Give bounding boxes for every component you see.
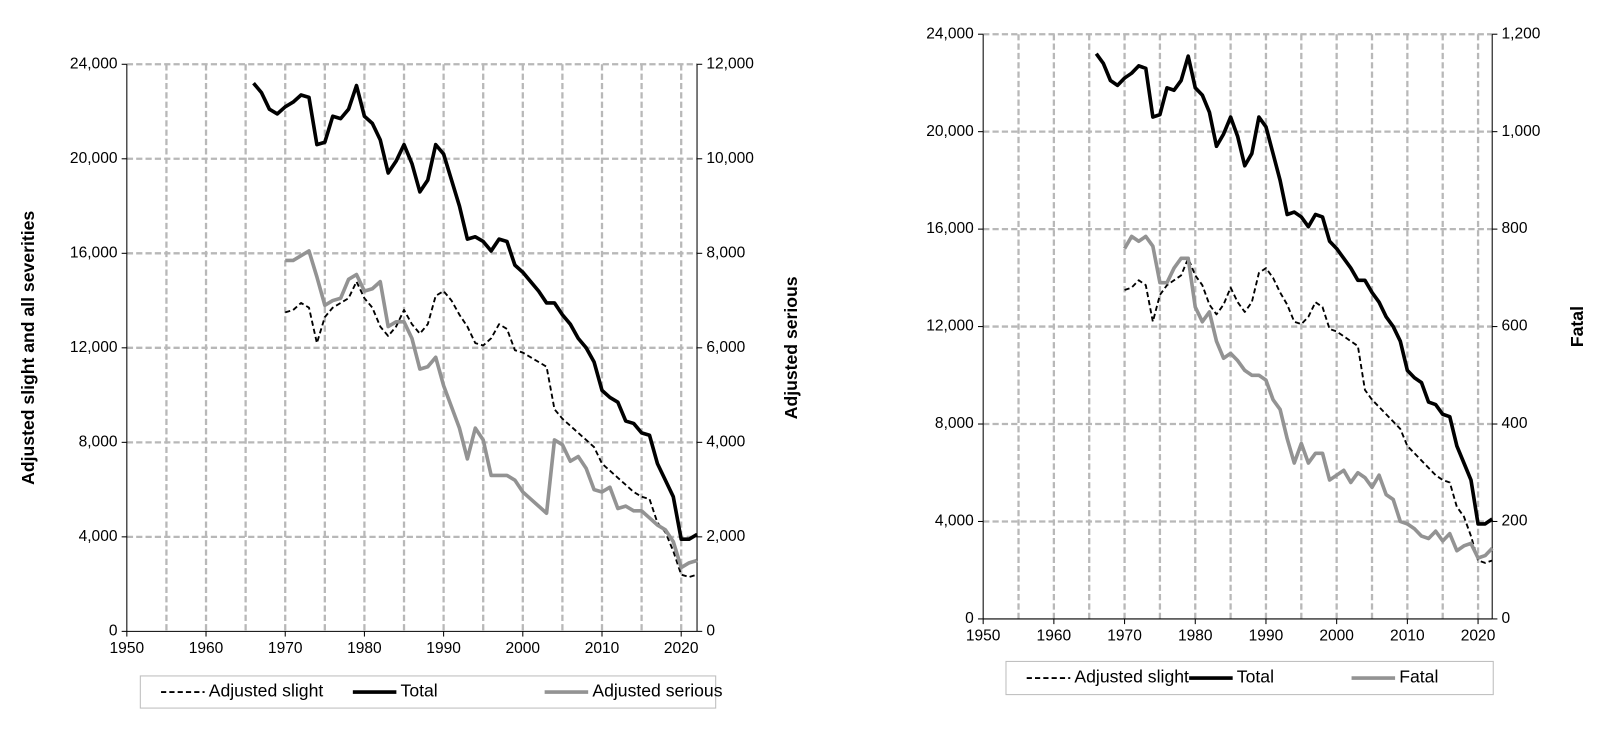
- y2-tick-label: 200: [1502, 513, 1528, 530]
- y-tick-label: 16,000: [926, 220, 974, 237]
- legend-label: Adjusted slight: [209, 681, 324, 701]
- y-tick-label: 0: [109, 622, 118, 639]
- y-tick-label: 12,000: [926, 318, 974, 335]
- series-line: [1122, 234, 1494, 560]
- y-tick-label: 20,000: [70, 150, 118, 167]
- x-tick-label: 1970: [1107, 628, 1142, 645]
- x-tick-label: 2000: [506, 640, 541, 657]
- series-line: [1094, 52, 1494, 526]
- series-line: [284, 280, 698, 578]
- y2-tick-label: 4,000: [706, 433, 745, 450]
- y-tick-label: 8,000: [79, 433, 118, 450]
- legend-label: Adjusted serious: [592, 681, 722, 701]
- legend-box: [139, 675, 717, 709]
- x-tick-label: 2010: [585, 640, 620, 657]
- y-axis-title: Adjusted slight and all severities: [18, 211, 38, 485]
- y2-tick-label: 0: [1502, 610, 1511, 627]
- y2-tick-label: 0: [706, 622, 715, 639]
- x-tick-label: 1960: [1037, 628, 1072, 645]
- x-tick-label: 1990: [426, 640, 461, 657]
- x-tick-label: 1960: [189, 640, 224, 657]
- legend-label: Total: [1237, 667, 1274, 687]
- y2-tick-label: 800: [1502, 220, 1528, 237]
- y2-tick-label: 8,000: [706, 244, 745, 261]
- legend-label: Total: [401, 681, 438, 701]
- y2-tick-label: 1,200: [1502, 25, 1541, 42]
- y2-axis-title: Adjusted serious: [781, 276, 801, 419]
- legend-box: [1005, 660, 1494, 696]
- x-tick-label: 2020: [664, 640, 699, 657]
- y-tick-label: 4,000: [79, 528, 118, 545]
- x-tick-label: 2010: [1390, 628, 1425, 645]
- y2-axis-title: Fatal: [1567, 306, 1587, 347]
- x-tick-label: 1980: [347, 640, 382, 657]
- x-tick-label: 2020: [1461, 628, 1496, 645]
- y-tick-label: 0: [965, 610, 974, 627]
- y-tick-label: 4,000: [935, 513, 974, 530]
- x-tick-label: 1990: [1249, 628, 1284, 645]
- x-tick-label: 1950: [966, 628, 1001, 645]
- series-line: [1124, 257, 1493, 564]
- chart-panel: 0 4,000 8,000 12,000 16,000 20,000 24,000 0 2,00…: [18, 55, 801, 709]
- y2-tick-label: 10,000: [706, 150, 754, 167]
- legend-label: Adjusted slight: [1074, 667, 1189, 687]
- series-line: [285, 249, 698, 570]
- y2-tick-label: 400: [1502, 415, 1528, 432]
- legend-label: Fatal: [1399, 667, 1438, 687]
- chart-panel: 0 4,000 8,000 12,000 16,000 20,000 24,000 0 200 4…: [926, 25, 1587, 696]
- x-tick-label: 1980: [1178, 628, 1213, 645]
- y-tick-label: 16,000: [70, 244, 118, 261]
- y2-tick-label: 1,000: [1502, 123, 1541, 140]
- y-tick-label: 24,000: [926, 25, 974, 42]
- x-tick-label: 2000: [1319, 628, 1354, 645]
- y2-tick-label: 12,000: [706, 55, 754, 72]
- y-tick-label: 20,000: [926, 123, 974, 140]
- y-tick-label: 24,000: [70, 55, 118, 72]
- y-tick-label: 12,000: [70, 339, 118, 356]
- x-tick-label: 1970: [268, 640, 303, 657]
- y2-tick-label: 2,000: [706, 528, 745, 545]
- series-line: [252, 82, 698, 542]
- y2-tick-label: 6,000: [706, 339, 745, 356]
- y-tick-label: 8,000: [935, 415, 974, 432]
- x-tick-label: 1950: [110, 640, 145, 657]
- y2-tick-label: 600: [1502, 318, 1528, 335]
